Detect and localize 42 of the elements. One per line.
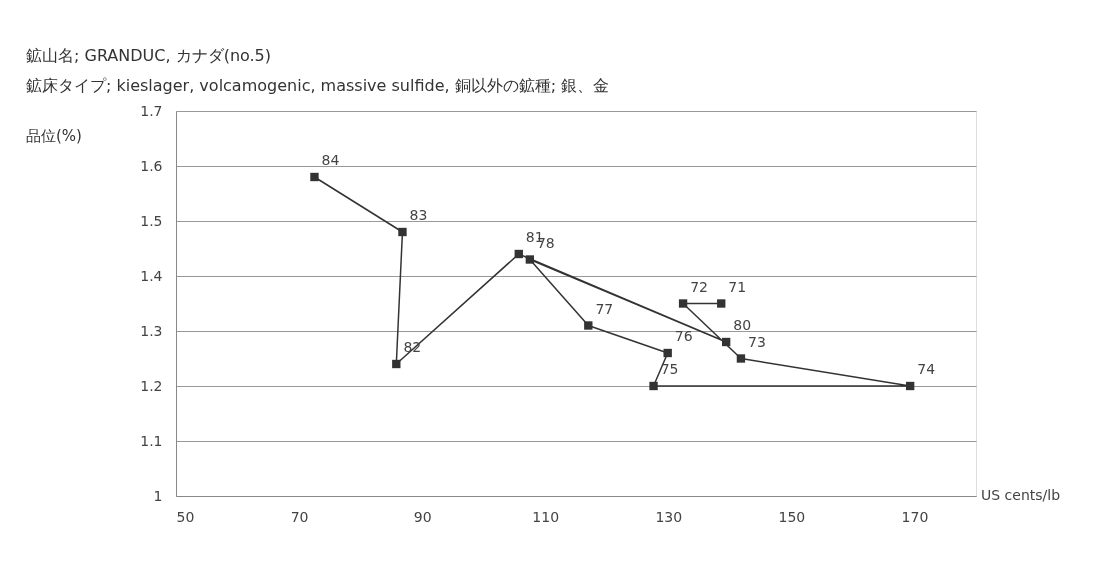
chart-subtitle: 鉱床タイプ; kieslager, volcamogenic, massive sulfide, 銅以外の鉱種; 銀、金 bbox=[26, 76, 610, 95]
y-tick-label: 1 bbox=[153, 487, 163, 504]
annotation: 71 bbox=[728, 278, 747, 295]
x-tick-label: 130 bbox=[655, 508, 683, 525]
point bbox=[525, 255, 535, 264]
chart-title: 鉱山名; GRANDUC, カナダ(no.5) bbox=[26, 46, 272, 65]
x-tick-label: 50 bbox=[176, 508, 195, 525]
point bbox=[905, 381, 915, 391]
y-tick-label: 1.4 bbox=[140, 267, 163, 284]
point bbox=[310, 172, 319, 182]
annotation: 75 bbox=[660, 361, 679, 377]
annotation: 80 bbox=[733, 317, 752, 333]
point bbox=[721, 337, 731, 347]
point bbox=[736, 354, 746, 363]
point bbox=[717, 299, 726, 308]
annotation: 76 bbox=[674, 328, 693, 344]
y-tick-label: 1.2 bbox=[140, 377, 163, 394]
y-tick-label: 1.1 bbox=[140, 432, 163, 449]
y-tick-label: 1.6 bbox=[140, 157, 163, 174]
y-tick-label: 1.7 bbox=[140, 102, 163, 119]
x-tick-label: 70 bbox=[290, 508, 309, 525]
x-tick-label: 90 bbox=[413, 508, 432, 525]
y-axis-title: 品位(%) bbox=[26, 127, 82, 145]
point bbox=[678, 299, 688, 308]
annotation: 74 bbox=[917, 361, 936, 377]
x-tick-label: 150 bbox=[778, 508, 806, 525]
annotation: 83 bbox=[409, 207, 428, 223]
point bbox=[398, 227, 407, 237]
annotation: 72 bbox=[690, 278, 708, 295]
point bbox=[663, 348, 672, 358]
y-tick-label: 1.3 bbox=[140, 322, 163, 339]
point bbox=[514, 249, 523, 259]
annotation: 77 bbox=[595, 300, 614, 317]
annotation: 84 bbox=[321, 152, 340, 168]
annotation: 73 bbox=[748, 333, 766, 350]
x-axis-title: US cents/lb bbox=[981, 487, 1061, 503]
x-tick-label: 170 bbox=[901, 508, 929, 525]
y-tick-label: 1.5 bbox=[140, 212, 163, 229]
point bbox=[649, 381, 658, 391]
point bbox=[584, 321, 593, 330]
point bbox=[392, 359, 401, 369]
x-tick-label: 110 bbox=[532, 508, 560, 525]
